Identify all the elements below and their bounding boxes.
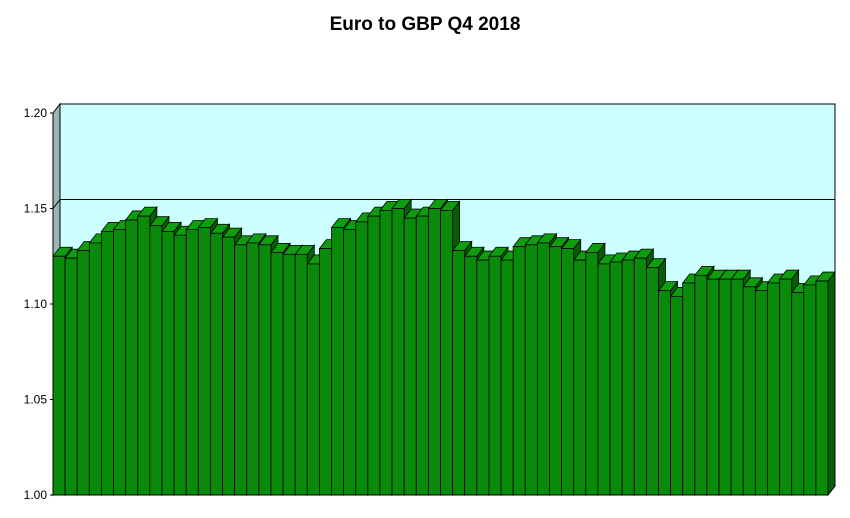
bar [270,252,284,496]
bar [476,259,490,496]
bar [173,234,187,496]
bar [670,295,684,496]
bar [197,227,211,496]
bar [452,250,466,496]
bar [706,278,720,496]
bar [682,282,696,496]
bar [742,286,756,496]
bar [222,236,236,496]
bar [355,221,369,496]
bar [367,215,381,496]
bar [694,274,708,496]
bar [306,263,320,496]
bar [319,248,332,496]
bar [76,250,90,496]
bar [524,244,538,496]
bar [331,227,345,496]
bar-side [827,270,836,497]
bar [403,217,417,496]
bar [294,253,308,496]
bar [512,246,526,496]
bar [536,242,550,496]
bar [791,292,805,496]
bar [500,259,514,496]
y-tick-label: 1.00 [24,488,48,502]
bar [561,248,575,496]
bar [137,215,151,496]
bar [185,229,199,496]
bar [815,280,829,496]
bar [379,210,393,496]
bar [488,255,502,496]
bar [573,259,587,496]
bar [88,242,102,496]
bar [718,278,732,496]
chart-title: Euro to GBP Q4 2018 [329,14,521,35]
bar [343,229,357,496]
bar [246,242,260,496]
bar [113,229,127,496]
bar [464,255,478,496]
bar [52,255,66,496]
bar [210,232,223,496]
bar [391,208,405,496]
bar [101,231,114,496]
bar [597,263,611,496]
y-tick-label: 1.15 [24,202,48,216]
bar [161,231,175,496]
bar [754,290,768,496]
bar [427,208,441,496]
y-tick-label: 1.20 [24,106,48,120]
bar [234,244,248,496]
bar [779,278,793,496]
bar [585,252,599,496]
bar [730,278,744,496]
bar [258,244,272,496]
bar [415,215,429,496]
y-tick-label: 1.05 [24,393,48,407]
bar [125,219,139,496]
bar [440,210,454,496]
gridline-side [52,199,61,209]
bar [658,290,671,496]
bar [767,282,780,496]
bar [609,261,623,496]
bar [282,253,296,496]
bar [621,259,635,496]
bar [64,257,78,496]
y-tick-label: 1.10 [24,297,48,311]
bar [549,246,562,496]
bar [149,225,163,496]
bar [633,257,647,496]
bar [803,284,817,496]
bar [645,267,659,496]
